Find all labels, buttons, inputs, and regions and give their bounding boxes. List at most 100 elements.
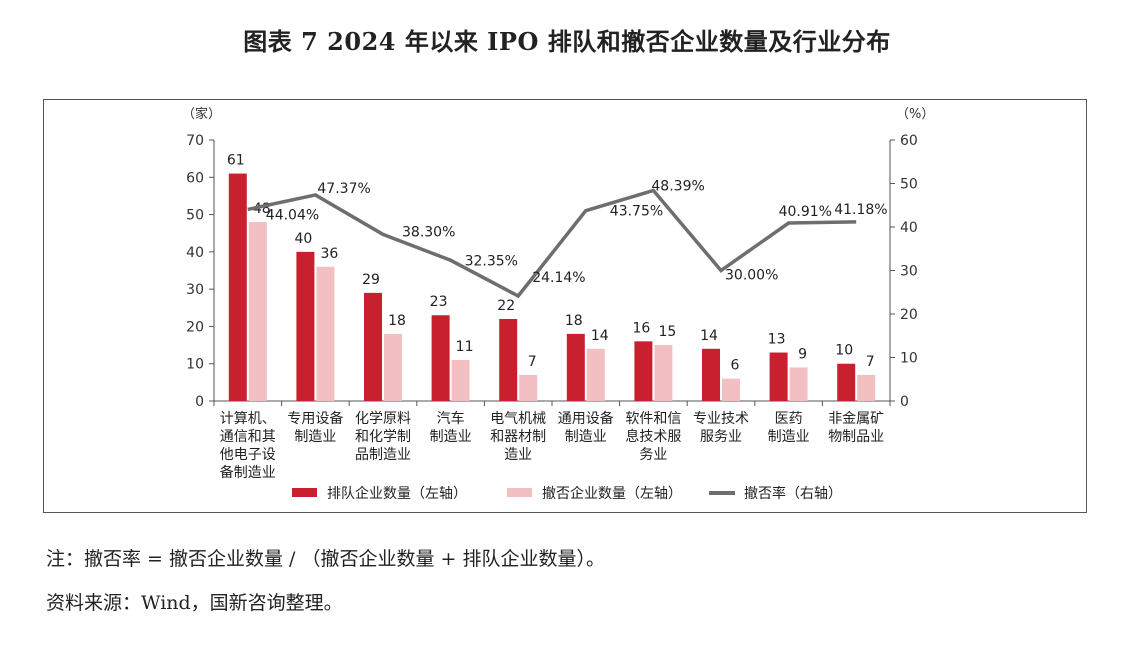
category-label: 服务业 bbox=[700, 429, 742, 445]
rate-point-label: 41.18% bbox=[834, 202, 887, 218]
queue-bar-label: 14 bbox=[700, 328, 718, 344]
category-label: 制造业 bbox=[565, 429, 607, 445]
withdraw-bar-label: 36 bbox=[320, 246, 338, 262]
withdraw-bar-label: 7 bbox=[866, 354, 875, 370]
queue-bar bbox=[296, 251, 315, 401]
category-label: 制造业 bbox=[768, 429, 810, 445]
source-note: 资料来源：Wind，国新咨询整理。 bbox=[46, 592, 343, 614]
left-tick-label: 10 bbox=[186, 357, 204, 373]
legend-swatch-withdraw bbox=[507, 488, 532, 497]
withdraw-bar-label: 11 bbox=[456, 339, 474, 355]
category-label: 计算机、 bbox=[220, 411, 276, 427]
queue-bar-label: 16 bbox=[632, 320, 650, 336]
queue-bar bbox=[499, 318, 518, 401]
category-label: 物制品业 bbox=[828, 429, 884, 445]
legend-label-withdraw: 撤否企业数量（左轴） bbox=[542, 485, 682, 502]
queue-bar-label: 18 bbox=[565, 313, 583, 329]
left-tick-label: 40 bbox=[186, 245, 204, 261]
category-label: 和化学制 bbox=[355, 429, 411, 445]
category-label: 通用设备 bbox=[558, 410, 614, 427]
rate-point-label: 24.14% bbox=[532, 270, 585, 286]
category-label: 制造业 bbox=[294, 429, 336, 445]
withdraw-bar bbox=[316, 266, 335, 401]
right-tick-label: 20 bbox=[900, 307, 918, 323]
withdraw-bar bbox=[384, 333, 402, 401]
withdraw-bar-label: 7 bbox=[528, 354, 537, 370]
rate-point-label: 32.35% bbox=[465, 253, 518, 269]
queue-bar bbox=[769, 352, 788, 401]
left-tick-label: 70 bbox=[186, 133, 204, 149]
queue-bar-label: 61 bbox=[227, 153, 245, 169]
right-tick-label: 60 bbox=[900, 133, 918, 149]
category-label: 备制造业 bbox=[220, 464, 276, 481]
left-tick-label: 0 bbox=[195, 394, 204, 410]
withdraw-bar bbox=[248, 222, 267, 401]
withdraw-bar-label: 15 bbox=[658, 324, 676, 340]
withdraw-bar-label: 9 bbox=[798, 346, 807, 362]
rate-point-label: 44.04% bbox=[266, 207, 319, 223]
category-label: 通信和其 bbox=[220, 429, 276, 445]
queue-bar-label: 29 bbox=[362, 272, 380, 288]
queue-bar bbox=[431, 315, 450, 401]
category-label: 息技术服 bbox=[625, 428, 681, 445]
withdraw-bar-label: 18 bbox=[388, 313, 406, 329]
withdraw-bar bbox=[451, 359, 470, 401]
queue-bar bbox=[702, 348, 720, 401]
queue-bar-label: 23 bbox=[430, 294, 448, 310]
right-axis-unit: （%） bbox=[896, 107, 934, 122]
left-axis-unit: （家） bbox=[182, 106, 221, 122]
category-label: 造业 bbox=[504, 447, 532, 463]
category-label: 和器材制 bbox=[490, 429, 546, 445]
rate-line bbox=[247, 188, 857, 299]
category-label: 汽车 bbox=[437, 410, 465, 427]
category-label: 医药 bbox=[775, 411, 803, 427]
left-tick-label: 60 bbox=[186, 170, 204, 186]
withdraw-bar-label: 6 bbox=[731, 358, 740, 374]
left-tick-label: 30 bbox=[186, 282, 204, 298]
rate-point-label: 30.00% bbox=[725, 268, 778, 284]
legend-label-queue: 排队企业数量（左轴） bbox=[327, 485, 467, 502]
category-label: 务业 bbox=[639, 447, 667, 463]
chart-frame: 0 10 20 30 40 50 60 70 （家） 0 10 20 30 40 50 60 （%） 61 48 计算… bbox=[43, 99, 1087, 513]
right-tick-label: 40 bbox=[900, 220, 918, 236]
withdraw-bar bbox=[722, 378, 740, 401]
rate-point-label: 40.91% bbox=[779, 204, 832, 220]
category-label: 他电子设 bbox=[220, 447, 276, 463]
left-tick-label: 50 bbox=[186, 208, 204, 224]
legend-swatch-queue bbox=[292, 488, 317, 497]
category-label: 电气机械 bbox=[490, 411, 546, 427]
rate-point-label: 48.39% bbox=[651, 179, 704, 195]
withdraw-bar bbox=[519, 374, 538, 401]
queue-bar bbox=[364, 292, 382, 401]
withdraw-bar-label: 14 bbox=[591, 328, 609, 344]
right-tick-label: 10 bbox=[900, 351, 918, 367]
rate-point-label: 43.75% bbox=[610, 204, 663, 220]
rate-point-label: 38.30% bbox=[402, 224, 455, 240]
right-tick-label: 50 bbox=[900, 177, 918, 193]
category-label: 专业技术 bbox=[693, 411, 749, 427]
bar-line-chart: 010203040506070（家）0102030405060（%）6148计算… bbox=[182, 106, 934, 502]
queue-bar bbox=[837, 363, 856, 401]
queue-bar bbox=[566, 333, 585, 401]
category-label: 非金属矿 bbox=[828, 411, 884, 427]
queue-bar-label: 13 bbox=[768, 332, 786, 348]
chart-title: 图表 7 2024 年以来 IPO 排队和撤否企业数量及行业分布 bbox=[243, 27, 891, 56]
queue-bar-label: 22 bbox=[497, 298, 515, 314]
legend-label-rate: 撤否率（右轴） bbox=[744, 485, 842, 502]
category-label: 品制造业 bbox=[355, 447, 411, 463]
category-label: 制造业 bbox=[430, 429, 472, 445]
queue-bar bbox=[634, 341, 653, 401]
queue-bar bbox=[228, 173, 247, 401]
left-tick-label: 20 bbox=[186, 319, 204, 335]
formula-note: 注：撤否率 = 撤否企业数量 / （撤否企业数量 + 排队企业数量）。 bbox=[46, 548, 605, 570]
withdraw-bar bbox=[654, 345, 673, 401]
withdraw-bar bbox=[789, 367, 808, 401]
withdraw-bar bbox=[857, 374, 876, 401]
queue-bar-label: 40 bbox=[294, 231, 312, 247]
category-label: 化学原料 bbox=[355, 411, 411, 427]
rate-point-label: 47.37% bbox=[317, 181, 370, 197]
right-tick-label: 0 bbox=[900, 394, 909, 410]
category-label: 软件和信 bbox=[625, 411, 681, 427]
right-tick-label: 30 bbox=[900, 264, 918, 280]
category-label: 专用设备 bbox=[287, 410, 343, 427]
